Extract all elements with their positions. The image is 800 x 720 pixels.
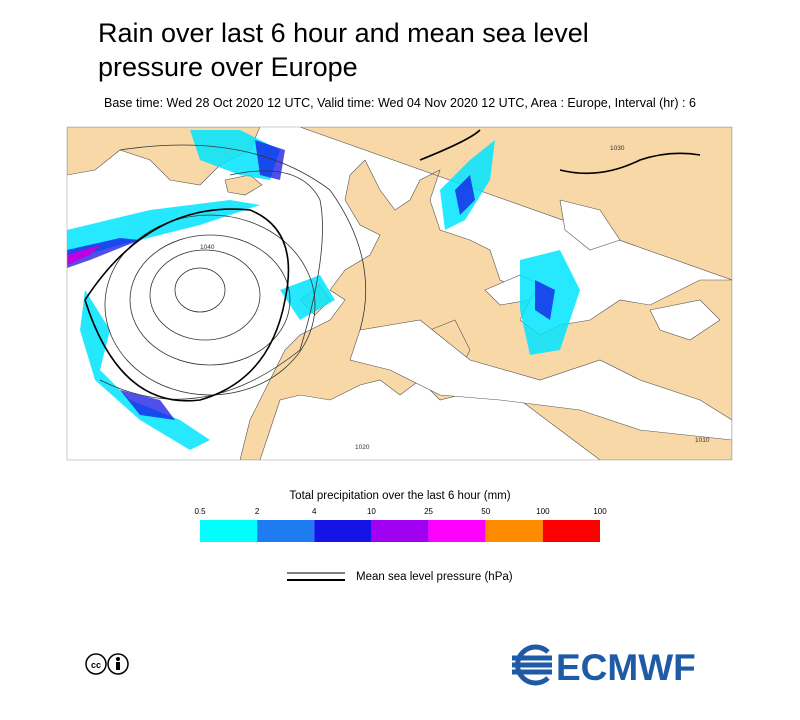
title-line: Rain over last 6 hour and mean sea level	[98, 18, 589, 48]
colorbar-segment	[200, 520, 258, 542]
map: 1040 1030 1020 1010	[66, 126, 733, 461]
colorbar-tick-label: 4	[312, 507, 317, 516]
colorbar-tick-label: 2	[255, 507, 260, 516]
colorbar-segment	[485, 520, 543, 542]
colorbar-segment	[371, 520, 429, 542]
subtitle: Base time: Wed 28 Oct 2020 12 UTC, Valid…	[104, 96, 696, 110]
svg-text:cc: cc	[91, 660, 101, 670]
colorbar-tick-label: 50	[481, 507, 490, 516]
isobar-label: 1040	[200, 244, 215, 251]
colorbar-segment	[257, 520, 315, 542]
colorbar: 0.5 2 4 10 25 50 100 100	[194, 507, 607, 542]
colorbar-tick-label: 100	[593, 507, 607, 516]
colorbar-segment	[542, 520, 600, 542]
cc-icon: cc	[85, 653, 129, 675]
logo: ECMWF	[512, 644, 696, 688]
isobar-label: 1020	[355, 444, 370, 451]
title-line: pressure over Europe	[98, 52, 358, 82]
colorbar-segment	[428, 520, 486, 542]
pressure-legend-label: Mean sea level pressure (hPa)	[356, 571, 513, 583]
colorbar-tick-label: 25	[424, 507, 433, 516]
isobar-label: 1010	[695, 437, 710, 444]
logo-text: ECMWF	[556, 647, 696, 688]
legend-title: Total precipitation over the last 6 hour…	[289, 490, 510, 502]
isobar-label: 1030	[610, 145, 625, 152]
colorbar-tick-label: 0.5	[194, 507, 206, 516]
colorbar-tick-label: 100	[536, 507, 550, 516]
colorbar-segment	[314, 520, 372, 542]
colorbar-tick-label: 10	[367, 507, 376, 516]
